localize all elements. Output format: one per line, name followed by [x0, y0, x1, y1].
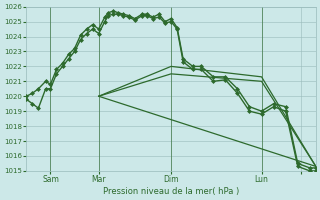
X-axis label: Pression niveau de la mer( hPa ): Pression niveau de la mer( hPa ) [103, 187, 239, 196]
